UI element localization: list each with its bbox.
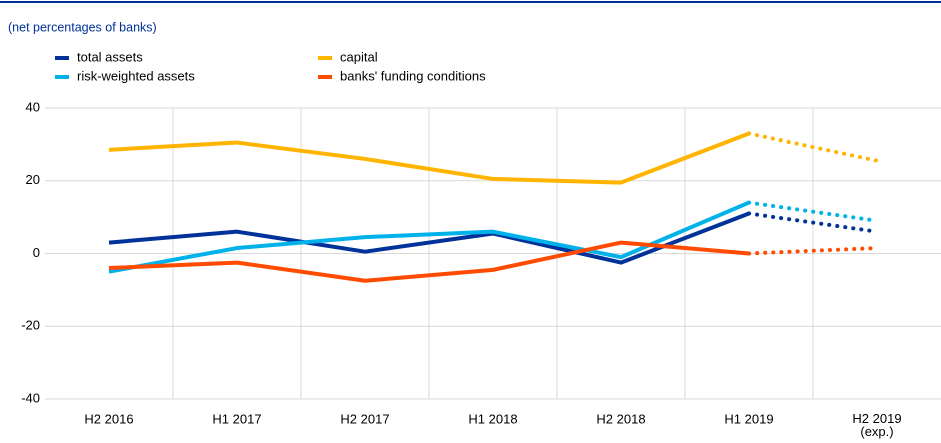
legend-label: capital bbox=[340, 49, 378, 64]
x-tick-label: H2 2016 bbox=[84, 411, 133, 426]
series-projection bbox=[747, 131, 879, 163]
y-tick-label: -20 bbox=[21, 318, 40, 333]
series-line bbox=[108, 131, 750, 185]
x-tick-label: H2 2019 (exp.) bbox=[852, 411, 901, 439]
y-tick-label: -40 bbox=[21, 390, 40, 405]
legend-label: risk-weighted assets bbox=[77, 68, 195, 83]
series-line bbox=[108, 211, 750, 265]
y-tick-label: 20 bbox=[26, 172, 40, 187]
legend-label: banks' funding conditions bbox=[340, 68, 486, 83]
series-projection bbox=[747, 246, 879, 256]
series-line bbox=[108, 200, 750, 274]
x-tick-label: H1 2019 bbox=[724, 411, 773, 426]
series-projection bbox=[747, 211, 879, 234]
x-tick-label: H1 2017 bbox=[212, 411, 261, 426]
y-tick-label: 40 bbox=[26, 99, 40, 114]
chart-subtitle: (net percentages of banks) bbox=[8, 20, 157, 34]
series-projection bbox=[747, 200, 879, 223]
y-tick-label: 0 bbox=[33, 245, 40, 260]
legend-label: total assets bbox=[77, 49, 143, 64]
x-tick-label: H1 2018 bbox=[468, 411, 517, 426]
x-tick-label: H2 2017 bbox=[340, 411, 389, 426]
series-line bbox=[108, 240, 750, 283]
x-tick-label: H2 2018 bbox=[596, 411, 645, 426]
